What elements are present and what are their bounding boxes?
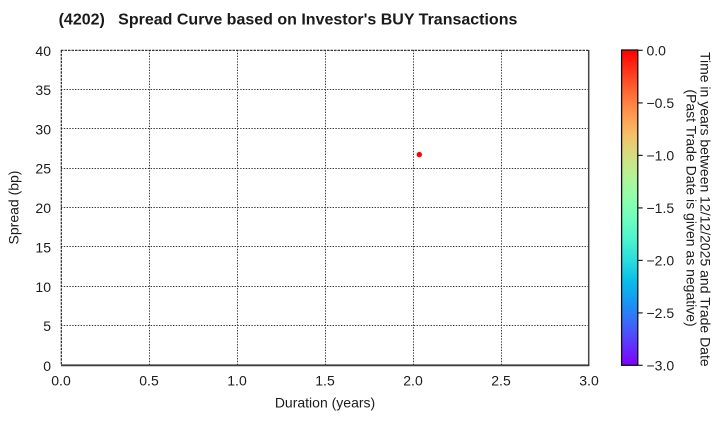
svg-text:(Past Trade Date is given as n: (Past Trade Date is given as negative) [684,89,700,326]
svg-text:−2.0: −2.0 [647,252,675,268]
svg-text:3.0: 3.0 [579,373,599,389]
svg-text:−0.5: −0.5 [647,95,675,111]
svg-text:1.5: 1.5 [315,373,335,389]
svg-text:15: 15 [35,239,51,255]
svg-text:Spread (bp): Spread (bp) [6,171,22,245]
svg-text:0: 0 [43,358,51,374]
svg-text:−2.5: −2.5 [647,305,675,321]
svg-text:10: 10 [35,279,51,295]
svg-text:0.0: 0.0 [647,42,667,58]
svg-text:−1.0: −1.0 [647,147,675,163]
svg-text:Duration (years): Duration (years) [275,395,375,411]
svg-text:−3.0: −3.0 [647,357,675,373]
svg-text:1.0: 1.0 [227,373,247,389]
svg-text:40: 40 [35,43,51,59]
svg-text:−1.5: −1.5 [647,200,675,216]
svg-text:0.0: 0.0 [51,373,71,389]
svg-text:30: 30 [35,121,51,137]
svg-text:2.0: 2.0 [403,373,423,389]
svg-text:2.5: 2.5 [491,373,511,389]
svg-text:20: 20 [35,200,51,216]
svg-text:5: 5 [43,318,51,334]
svg-text:35: 35 [35,82,51,98]
svg-text:Time in years between 12/12/20: Time in years between 12/12/2025 and Tra… [698,52,714,367]
svg-text:25: 25 [35,161,51,177]
svg-text:(4202) Spread Curve based on: (4202) Spread Curve based on Investor's … [59,12,518,29]
svg-text:0.5: 0.5 [139,373,159,389]
